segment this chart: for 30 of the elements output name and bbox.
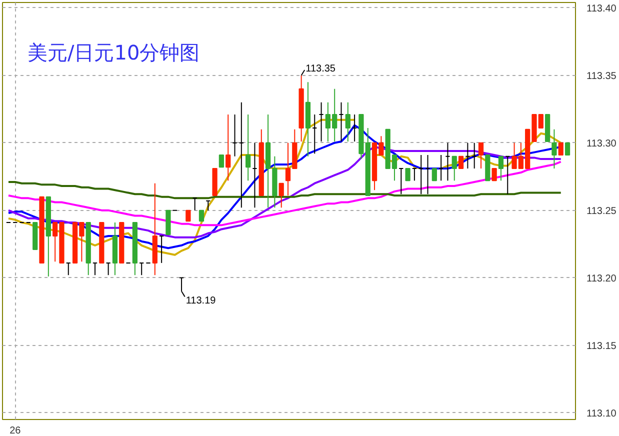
candlestick [492,168,497,182]
candlestick [498,156,504,182]
line-series [7,160,562,226]
y-tick-label: 113.35 [586,70,617,82]
candlestick [432,168,437,182]
line-series [7,180,562,200]
candlestick [345,102,350,142]
candlestick [218,154,224,168]
candlestick [186,210,191,222]
y-tick-label: 113.15 [586,340,617,352]
candlestick [558,142,564,156]
text: 美元/日元10分钟图 [28,40,200,64]
annotation: 113.35 [306,63,336,74]
candlestick [458,156,464,169]
candlestick [246,114,251,182]
candlestick [452,156,457,182]
x-tick-label: 26 [10,426,22,436]
y-tick-label: 113.25 [586,206,617,217]
candlestick [226,114,231,182]
y-tick-label: 113.10 [586,408,617,420]
candlestick [564,142,570,156]
candlestick [198,210,204,222]
y-tick-label: 113.40 [586,3,617,14]
candlestick [405,168,410,182]
y-tick-label: 113.20 [586,273,617,284]
candlestick [278,182,284,208]
candlestick [478,142,484,169]
candlestick [552,128,557,169]
annotation: 113.19 [186,295,216,306]
y-tick-label: 113.30 [586,138,617,150]
